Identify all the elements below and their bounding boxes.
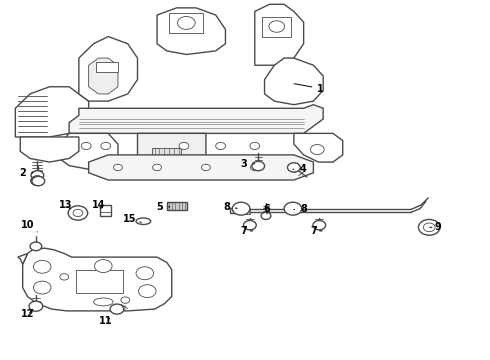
Text: 13: 13 xyxy=(58,200,72,210)
Circle shape xyxy=(201,164,210,171)
Ellipse shape xyxy=(136,218,151,225)
Bar xyxy=(262,17,292,37)
Circle shape xyxy=(139,285,156,298)
Circle shape xyxy=(81,142,91,149)
Polygon shape xyxy=(69,105,323,134)
Circle shape xyxy=(418,220,440,235)
Polygon shape xyxy=(89,155,314,180)
Circle shape xyxy=(73,210,83,217)
Circle shape xyxy=(31,176,44,185)
Polygon shape xyxy=(294,134,343,162)
Text: 2: 2 xyxy=(19,168,33,178)
Circle shape xyxy=(31,171,44,180)
Circle shape xyxy=(31,176,44,185)
Bar xyxy=(76,270,123,293)
Circle shape xyxy=(244,221,256,230)
Text: 4: 4 xyxy=(293,164,306,174)
Polygon shape xyxy=(20,137,79,162)
Circle shape xyxy=(114,164,122,171)
Circle shape xyxy=(250,142,260,149)
Circle shape xyxy=(33,260,51,273)
Circle shape xyxy=(136,267,154,280)
Text: 9: 9 xyxy=(430,222,441,232)
Bar xyxy=(152,148,181,157)
Circle shape xyxy=(68,206,88,220)
Circle shape xyxy=(232,202,250,215)
Text: 15: 15 xyxy=(123,215,142,224)
Circle shape xyxy=(261,212,271,220)
Ellipse shape xyxy=(94,298,113,306)
Text: 11: 11 xyxy=(99,316,113,325)
Polygon shape xyxy=(255,4,304,65)
Circle shape xyxy=(250,164,259,171)
Circle shape xyxy=(95,260,112,273)
Circle shape xyxy=(288,163,300,172)
Circle shape xyxy=(32,176,45,186)
Bar xyxy=(230,208,245,213)
Circle shape xyxy=(29,301,43,311)
Polygon shape xyxy=(265,58,323,105)
Text: 5: 5 xyxy=(156,202,170,212)
Text: 7: 7 xyxy=(241,226,253,236)
Polygon shape xyxy=(15,87,89,137)
Circle shape xyxy=(101,142,111,149)
Circle shape xyxy=(179,142,189,149)
Polygon shape xyxy=(18,253,27,264)
Circle shape xyxy=(313,221,326,230)
Circle shape xyxy=(33,281,51,294)
Bar xyxy=(240,208,250,214)
Circle shape xyxy=(284,202,302,215)
Text: 1: 1 xyxy=(294,84,324,94)
Circle shape xyxy=(153,164,161,171)
Circle shape xyxy=(290,164,298,171)
Circle shape xyxy=(216,142,225,149)
Circle shape xyxy=(252,161,265,171)
Circle shape xyxy=(30,242,42,251)
Polygon shape xyxy=(59,134,118,169)
Text: 7: 7 xyxy=(310,226,322,236)
Circle shape xyxy=(121,297,130,303)
Text: 3: 3 xyxy=(241,159,255,169)
Circle shape xyxy=(177,17,195,30)
Polygon shape xyxy=(89,58,118,94)
Circle shape xyxy=(311,144,324,154)
Text: 14: 14 xyxy=(92,200,105,210)
Text: 12: 12 xyxy=(21,309,34,319)
Text: 6: 6 xyxy=(264,204,270,215)
Circle shape xyxy=(269,21,285,32)
Bar xyxy=(167,202,187,211)
Text: 8: 8 xyxy=(294,204,307,215)
Bar xyxy=(100,205,111,216)
Text: 8: 8 xyxy=(223,202,237,212)
Circle shape xyxy=(110,304,124,314)
Polygon shape xyxy=(79,37,138,101)
Circle shape xyxy=(423,223,435,231)
Bar xyxy=(96,62,118,72)
Polygon shape xyxy=(138,134,206,173)
Circle shape xyxy=(60,274,69,280)
Polygon shape xyxy=(23,248,172,311)
Text: 10: 10 xyxy=(21,220,37,232)
Bar xyxy=(169,13,203,33)
Polygon shape xyxy=(157,8,225,54)
